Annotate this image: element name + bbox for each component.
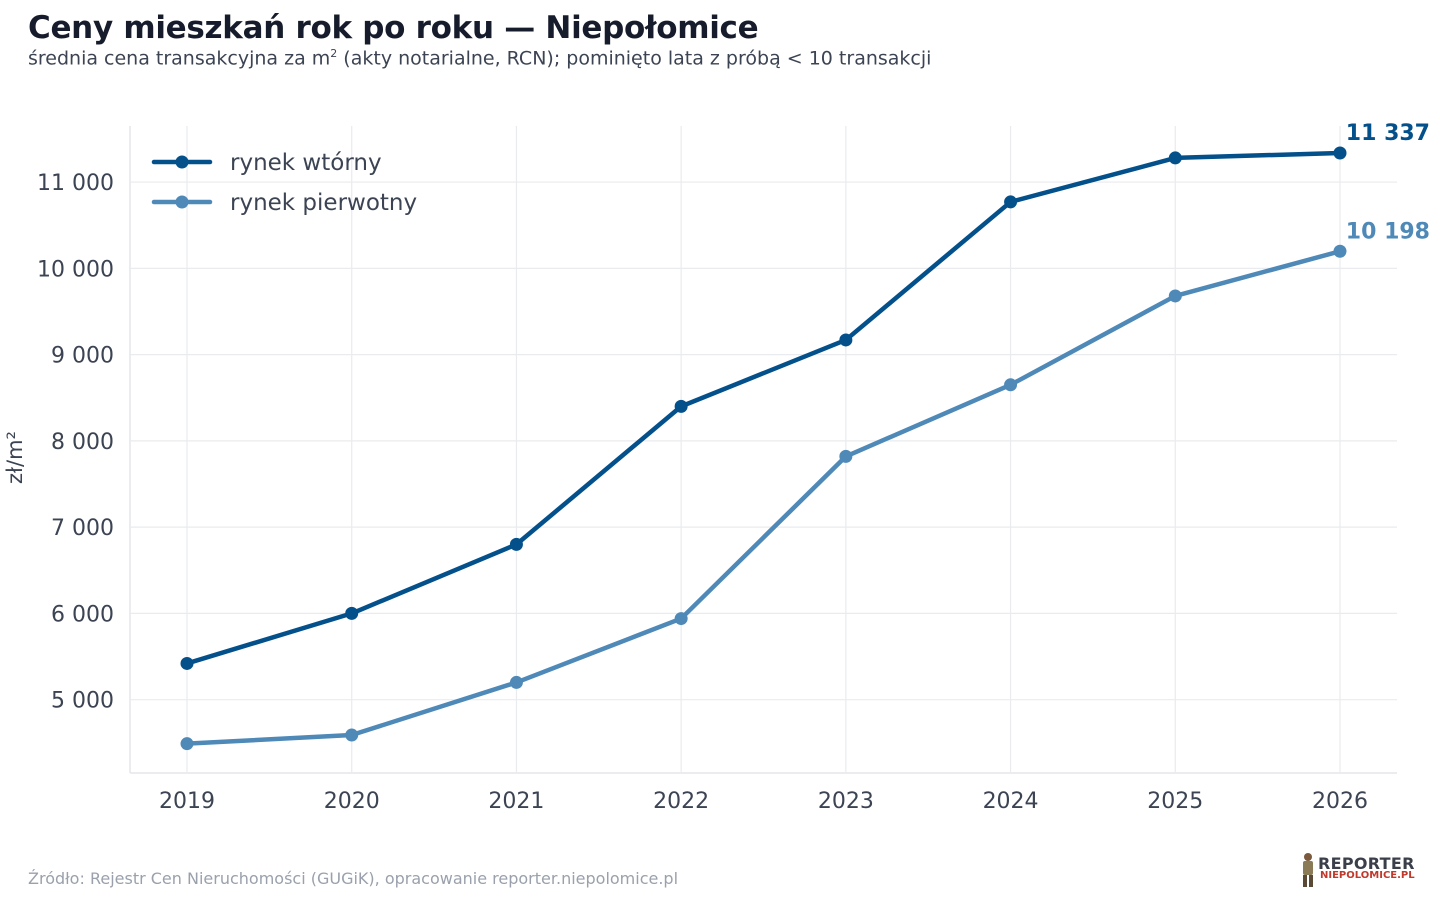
logo-text-bottom: NIEPOLOMICE.PL (1320, 870, 1415, 881)
subtitle-superscript: 2 (330, 47, 338, 60)
data-point (1168, 151, 1182, 165)
y-tick-label: 11 000 (37, 171, 114, 196)
logo-text-top: REPORTER (1318, 854, 1415, 873)
data-point (674, 399, 688, 413)
legend-label: rynek pierwotny (230, 190, 417, 216)
data-point (1004, 195, 1018, 209)
reporter-logo[interactable]: REPORTER NIEPOLOMICE.PL (1296, 850, 1415, 890)
data-point (1168, 289, 1182, 303)
x-tick-label: 2023 (818, 789, 874, 814)
legend-label: rynek wtórny (230, 150, 382, 176)
y-tick-label: 10 000 (37, 257, 114, 282)
end-value-label: 11 337 (1346, 121, 1430, 146)
x-tick-label: 2026 (1312, 789, 1368, 814)
data-point (345, 728, 359, 742)
end-value-label: 10 198 (1346, 219, 1430, 244)
x-tick-label: 2024 (983, 789, 1039, 814)
data-point (345, 606, 359, 620)
data-point (839, 449, 853, 463)
y-tick-label: 5 000 (51, 689, 114, 714)
x-tick-label: 2022 (653, 789, 709, 814)
chart-subtitle: średnia cena transakcyjna za m2 (akty no… (28, 47, 931, 69)
y-tick-label: 8 000 (51, 430, 114, 455)
x-tick-label: 2020 (324, 789, 380, 814)
y-tick-label: 6 000 (51, 602, 114, 627)
data-point (839, 333, 853, 347)
subtitle-text: średnia cena transakcyjna za m (28, 47, 331, 70)
data-point (509, 675, 523, 689)
legend-marker (175, 155, 189, 169)
y-tick-label: 7 000 (51, 516, 114, 541)
source-note: Źródło: Rejestr Cen Nieruchomości (GUGiK… (28, 869, 679, 888)
chart-title: Ceny mieszkań rok po roku — Niepołomice (28, 10, 759, 46)
x-tick-label: 2021 (488, 789, 544, 814)
data-point (1333, 146, 1347, 160)
data-point (674, 612, 688, 626)
subtitle-text-end: (akty notarialne, RCN); pominięto lata z… (337, 47, 932, 70)
data-point (1004, 378, 1018, 392)
data-point (180, 737, 194, 751)
y-tick-label: 9 000 (51, 344, 114, 369)
series-line-1 (184, 150, 1343, 666)
data-point (180, 656, 194, 670)
series-line-2 (184, 249, 1343, 746)
x-tick-label: 2025 (1147, 789, 1203, 814)
reporter-figure-icon (1303, 853, 1313, 887)
data-point (509, 537, 523, 551)
legend-marker (175, 195, 189, 209)
x-tick-label: 2019 (159, 789, 215, 814)
y-axis-label: zł/m² (3, 431, 27, 484)
data-point (1333, 244, 1347, 258)
